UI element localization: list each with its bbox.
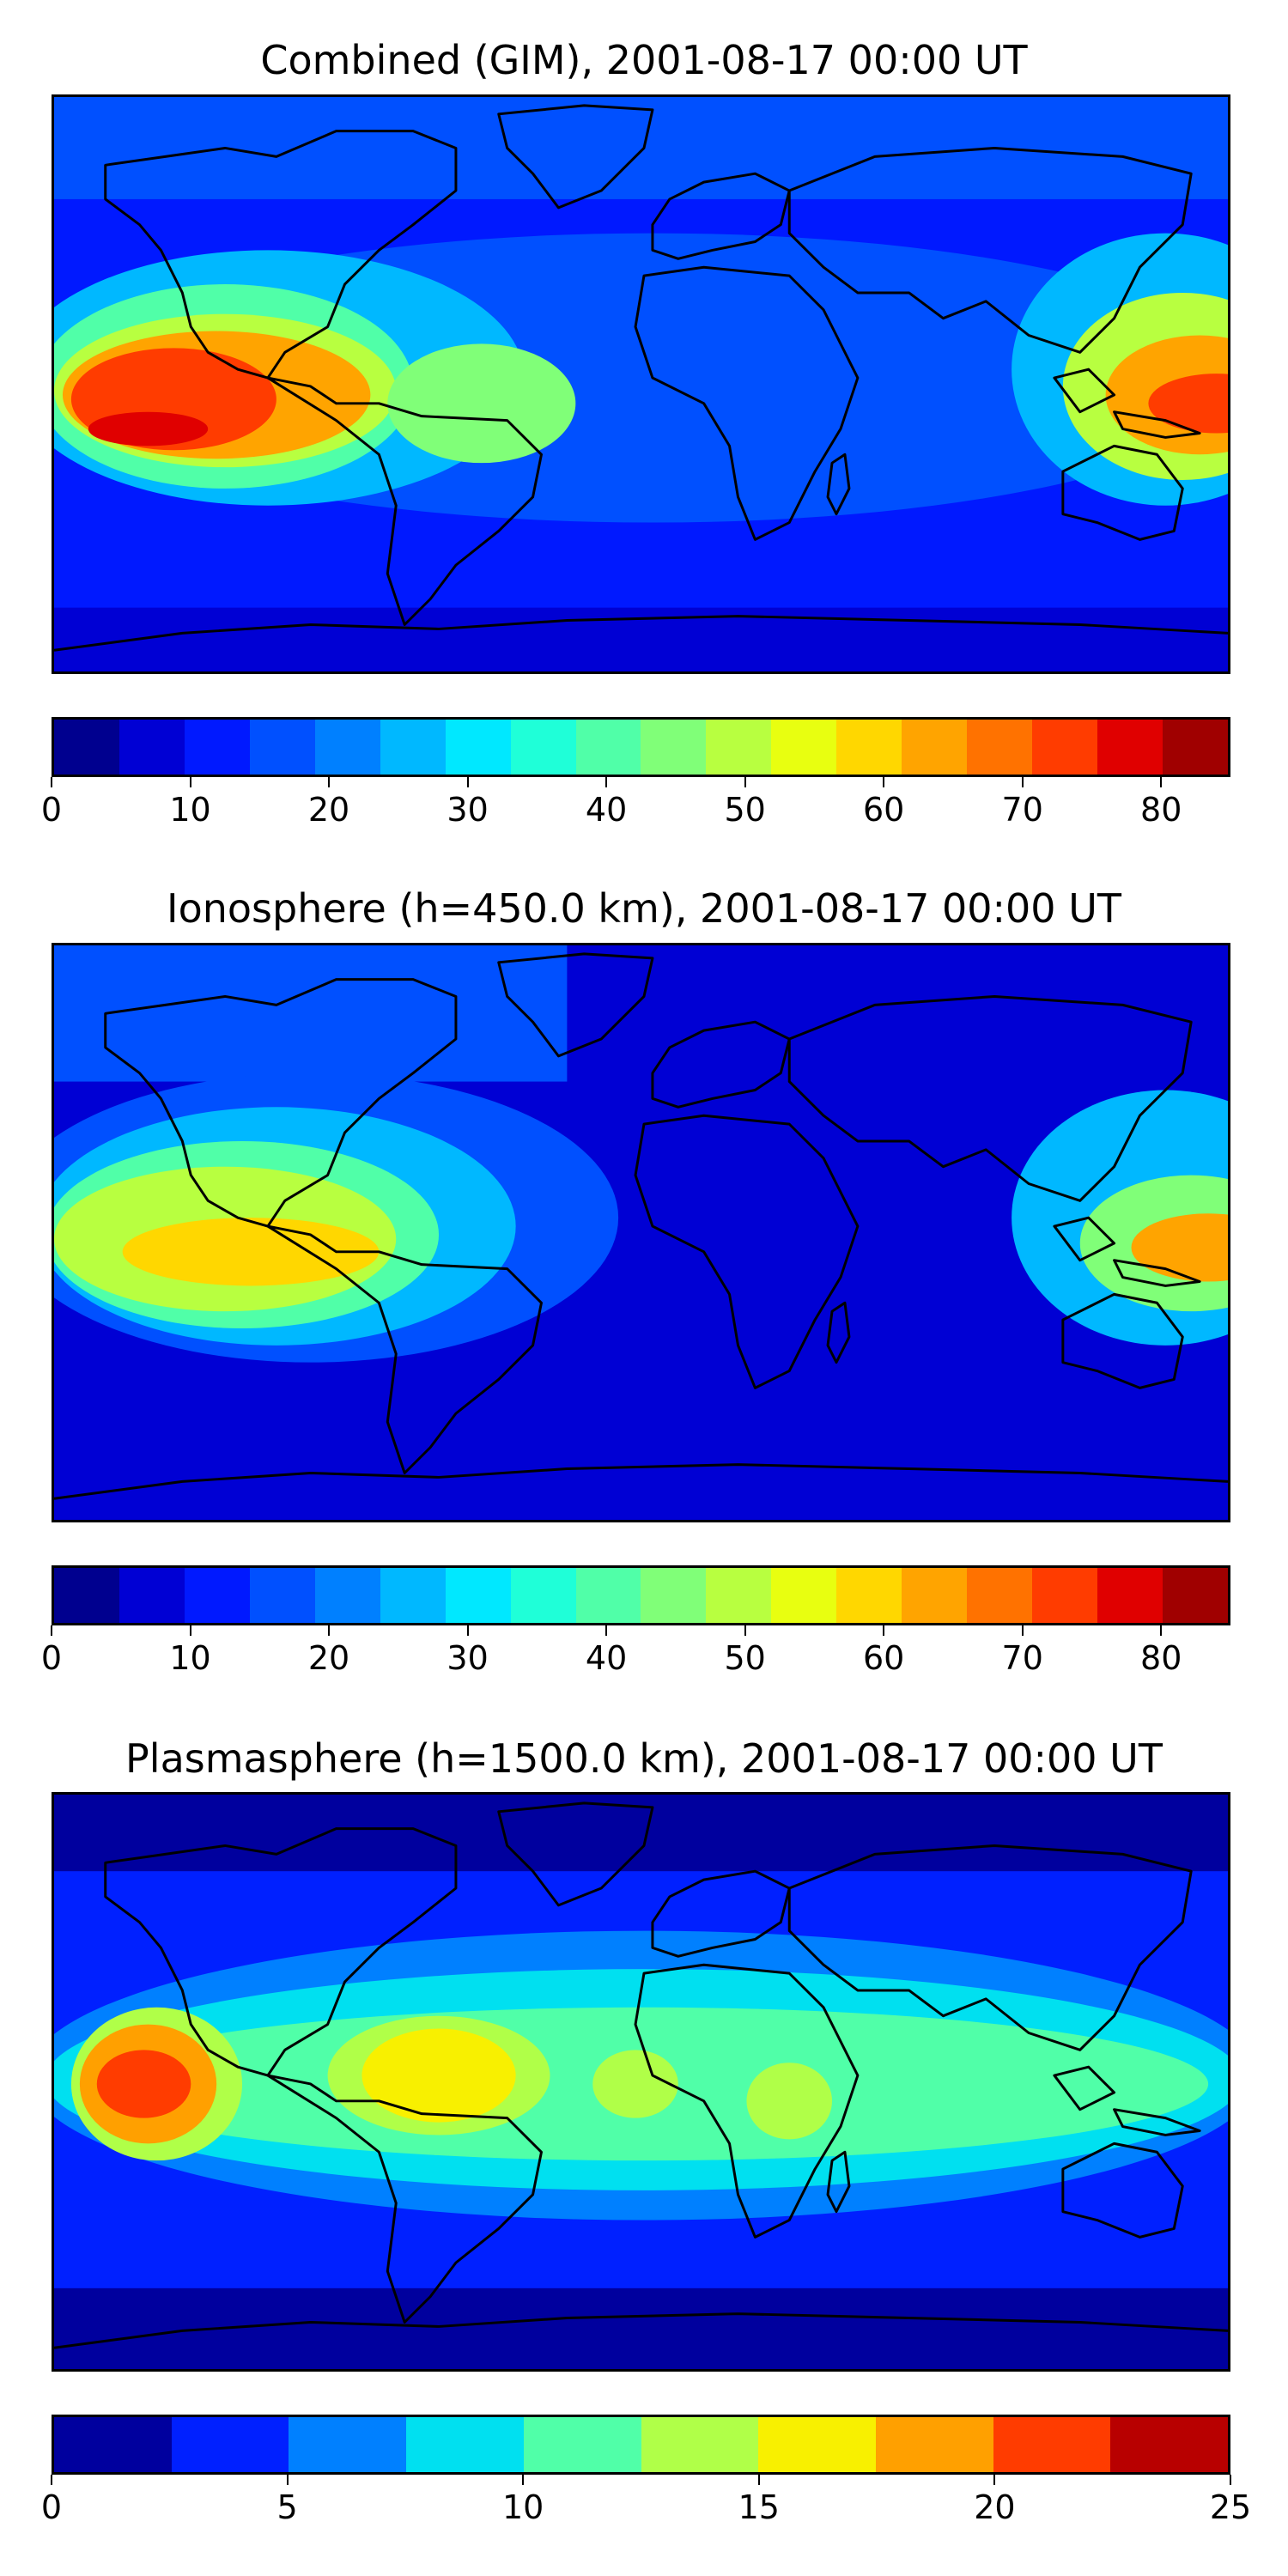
colorbar-segment [510, 720, 576, 775]
colorbar-segment [314, 1568, 380, 1623]
colorbar-segment [771, 1568, 837, 1623]
colorbar-segment [575, 1568, 641, 1623]
tec-map-combined [54, 97, 1228, 671]
colorbar-ticks: 0 5 10 15 20 25 [41, 2475, 1251, 2535]
colorbar-tick-label: 30 [447, 791, 489, 829]
colorbar-segment [380, 1568, 446, 1623]
colorbar-segment [406, 2417, 524, 2472]
colorbar-segment [1097, 720, 1163, 775]
colorbar-segment [54, 720, 119, 775]
panel-title: Plasmasphere (h=1500.0 km), 2001-08-17 0… [125, 1735, 1163, 1782]
colorbar-segment [445, 720, 511, 775]
colorbar-segment [314, 720, 380, 775]
colorbar-tick-label: 60 [862, 791, 905, 829]
colorbar-segment [249, 1568, 315, 1623]
colorbar-tick-label: 70 [1001, 791, 1043, 829]
tec-map-ionosphere [54, 945, 1228, 1520]
colorbar-tick-label: 15 [738, 2488, 780, 2526]
colorbar-segment [510, 1568, 576, 1623]
colorbar-tick-label: 50 [724, 1639, 766, 1677]
colorbar-segment [993, 2417, 1111, 2472]
colorbar-tick-label: 25 [1209, 2488, 1252, 2526]
colorbar-segment [771, 720, 837, 775]
colorbar-segment [1162, 720, 1228, 775]
colorbar-tick-label: 0 [40, 2488, 63, 2526]
colorbar-segment [54, 1568, 119, 1623]
colorbar-tick-label: 0 [40, 791, 63, 829]
colorbar-segment [523, 2417, 641, 2472]
colorbar-segment [967, 1568, 1033, 1623]
colorbar-segment [1162, 1568, 1228, 1623]
colorbar-tick-label: 40 [585, 1639, 628, 1677]
map-plasmasphere [52, 1792, 1230, 2372]
colorbar-segment [54, 2417, 172, 2472]
panel-combined: Combined (GIM), 2001-08-17 00:00 UT 0 10 2… [0, 0, 1288, 859]
colorbar [52, 717, 1230, 777]
colorbar [52, 1565, 1230, 1625]
colorbar-tick-label: 70 [1001, 1639, 1043, 1677]
colorbar-segment [706, 720, 772, 775]
colorbar-segment [380, 720, 446, 775]
panel-title: Combined (GIM), 2001-08-17 00:00 UT [260, 37, 1028, 83]
colorbar-tick-label: 20 [307, 1639, 350, 1677]
colorbar-segment [184, 720, 250, 775]
colorbar-segment [1097, 1568, 1163, 1623]
colorbar-segment [1032, 720, 1097, 775]
colorbar-segment [902, 720, 968, 775]
colorbar-segment [118, 720, 185, 775]
colorbar-segment [575, 720, 641, 775]
tec-map-plasmasphere [54, 1795, 1228, 2369]
colorbar-tick-label: 80 [1140, 1639, 1182, 1677]
colorbar-segment [758, 2417, 876, 2472]
colorbar-tick-label: 20 [307, 791, 350, 829]
map-combined [52, 94, 1230, 674]
colorbar-segment [641, 2417, 759, 2472]
colorbar-tick-label: 20 [974, 2488, 1016, 2526]
colorbar-segment [1110, 2417, 1229, 2472]
panel-ionosphere: Ionosphere (h=450.0 km), 2001-08-17 00:0… [0, 859, 1288, 1717]
panel-plasmasphere: Plasmasphere (h=1500.0 km), 2001-08-17 0… [0, 1717, 1288, 2576]
colorbar-segment [641, 720, 707, 775]
colorbar-segment [902, 1568, 968, 1623]
colorbar-tick-label: 5 [276, 2488, 298, 2526]
colorbar-segment [171, 2417, 289, 2472]
colorbar-tick-label: 30 [447, 1639, 489, 1677]
colorbar-tick-label: 50 [724, 791, 766, 829]
colorbar-segment [967, 720, 1033, 775]
colorbar [52, 2415, 1230, 2475]
colorbar-tick-label: 10 [502, 2488, 544, 2526]
colorbar-segment [289, 2417, 407, 2472]
panel-title: Ionosphere (h=450.0 km), 2001-08-17 00:0… [167, 885, 1121, 932]
colorbar-tick-label: 60 [862, 1639, 905, 1677]
colorbar-segment [875, 2417, 993, 2472]
colorbar-ticks: 0 10 20 30 40 50 60 70 80 [41, 777, 1230, 837]
colorbar-segment [1032, 1568, 1097, 1623]
colorbar-ticks: 0 10 20 30 40 50 60 70 80 [41, 1625, 1230, 1686]
colorbar-tick-label: 0 [40, 1639, 63, 1677]
colorbar-segment [184, 1568, 250, 1623]
colorbar-tick-label: 40 [585, 791, 628, 829]
colorbar-segment [249, 720, 315, 775]
colorbar-tick-label: 10 [169, 1639, 211, 1677]
colorbar-segment [641, 1568, 707, 1623]
colorbar-segment [836, 720, 902, 775]
colorbar-tick-label: 80 [1140, 791, 1182, 829]
colorbar-segment [445, 1568, 511, 1623]
map-ionosphere [52, 943, 1230, 1522]
colorbar-segment [706, 1568, 772, 1623]
colorbar-segment [118, 1568, 185, 1623]
colorbar-tick-label: 10 [169, 791, 211, 829]
colorbar-segment [836, 1568, 902, 1623]
